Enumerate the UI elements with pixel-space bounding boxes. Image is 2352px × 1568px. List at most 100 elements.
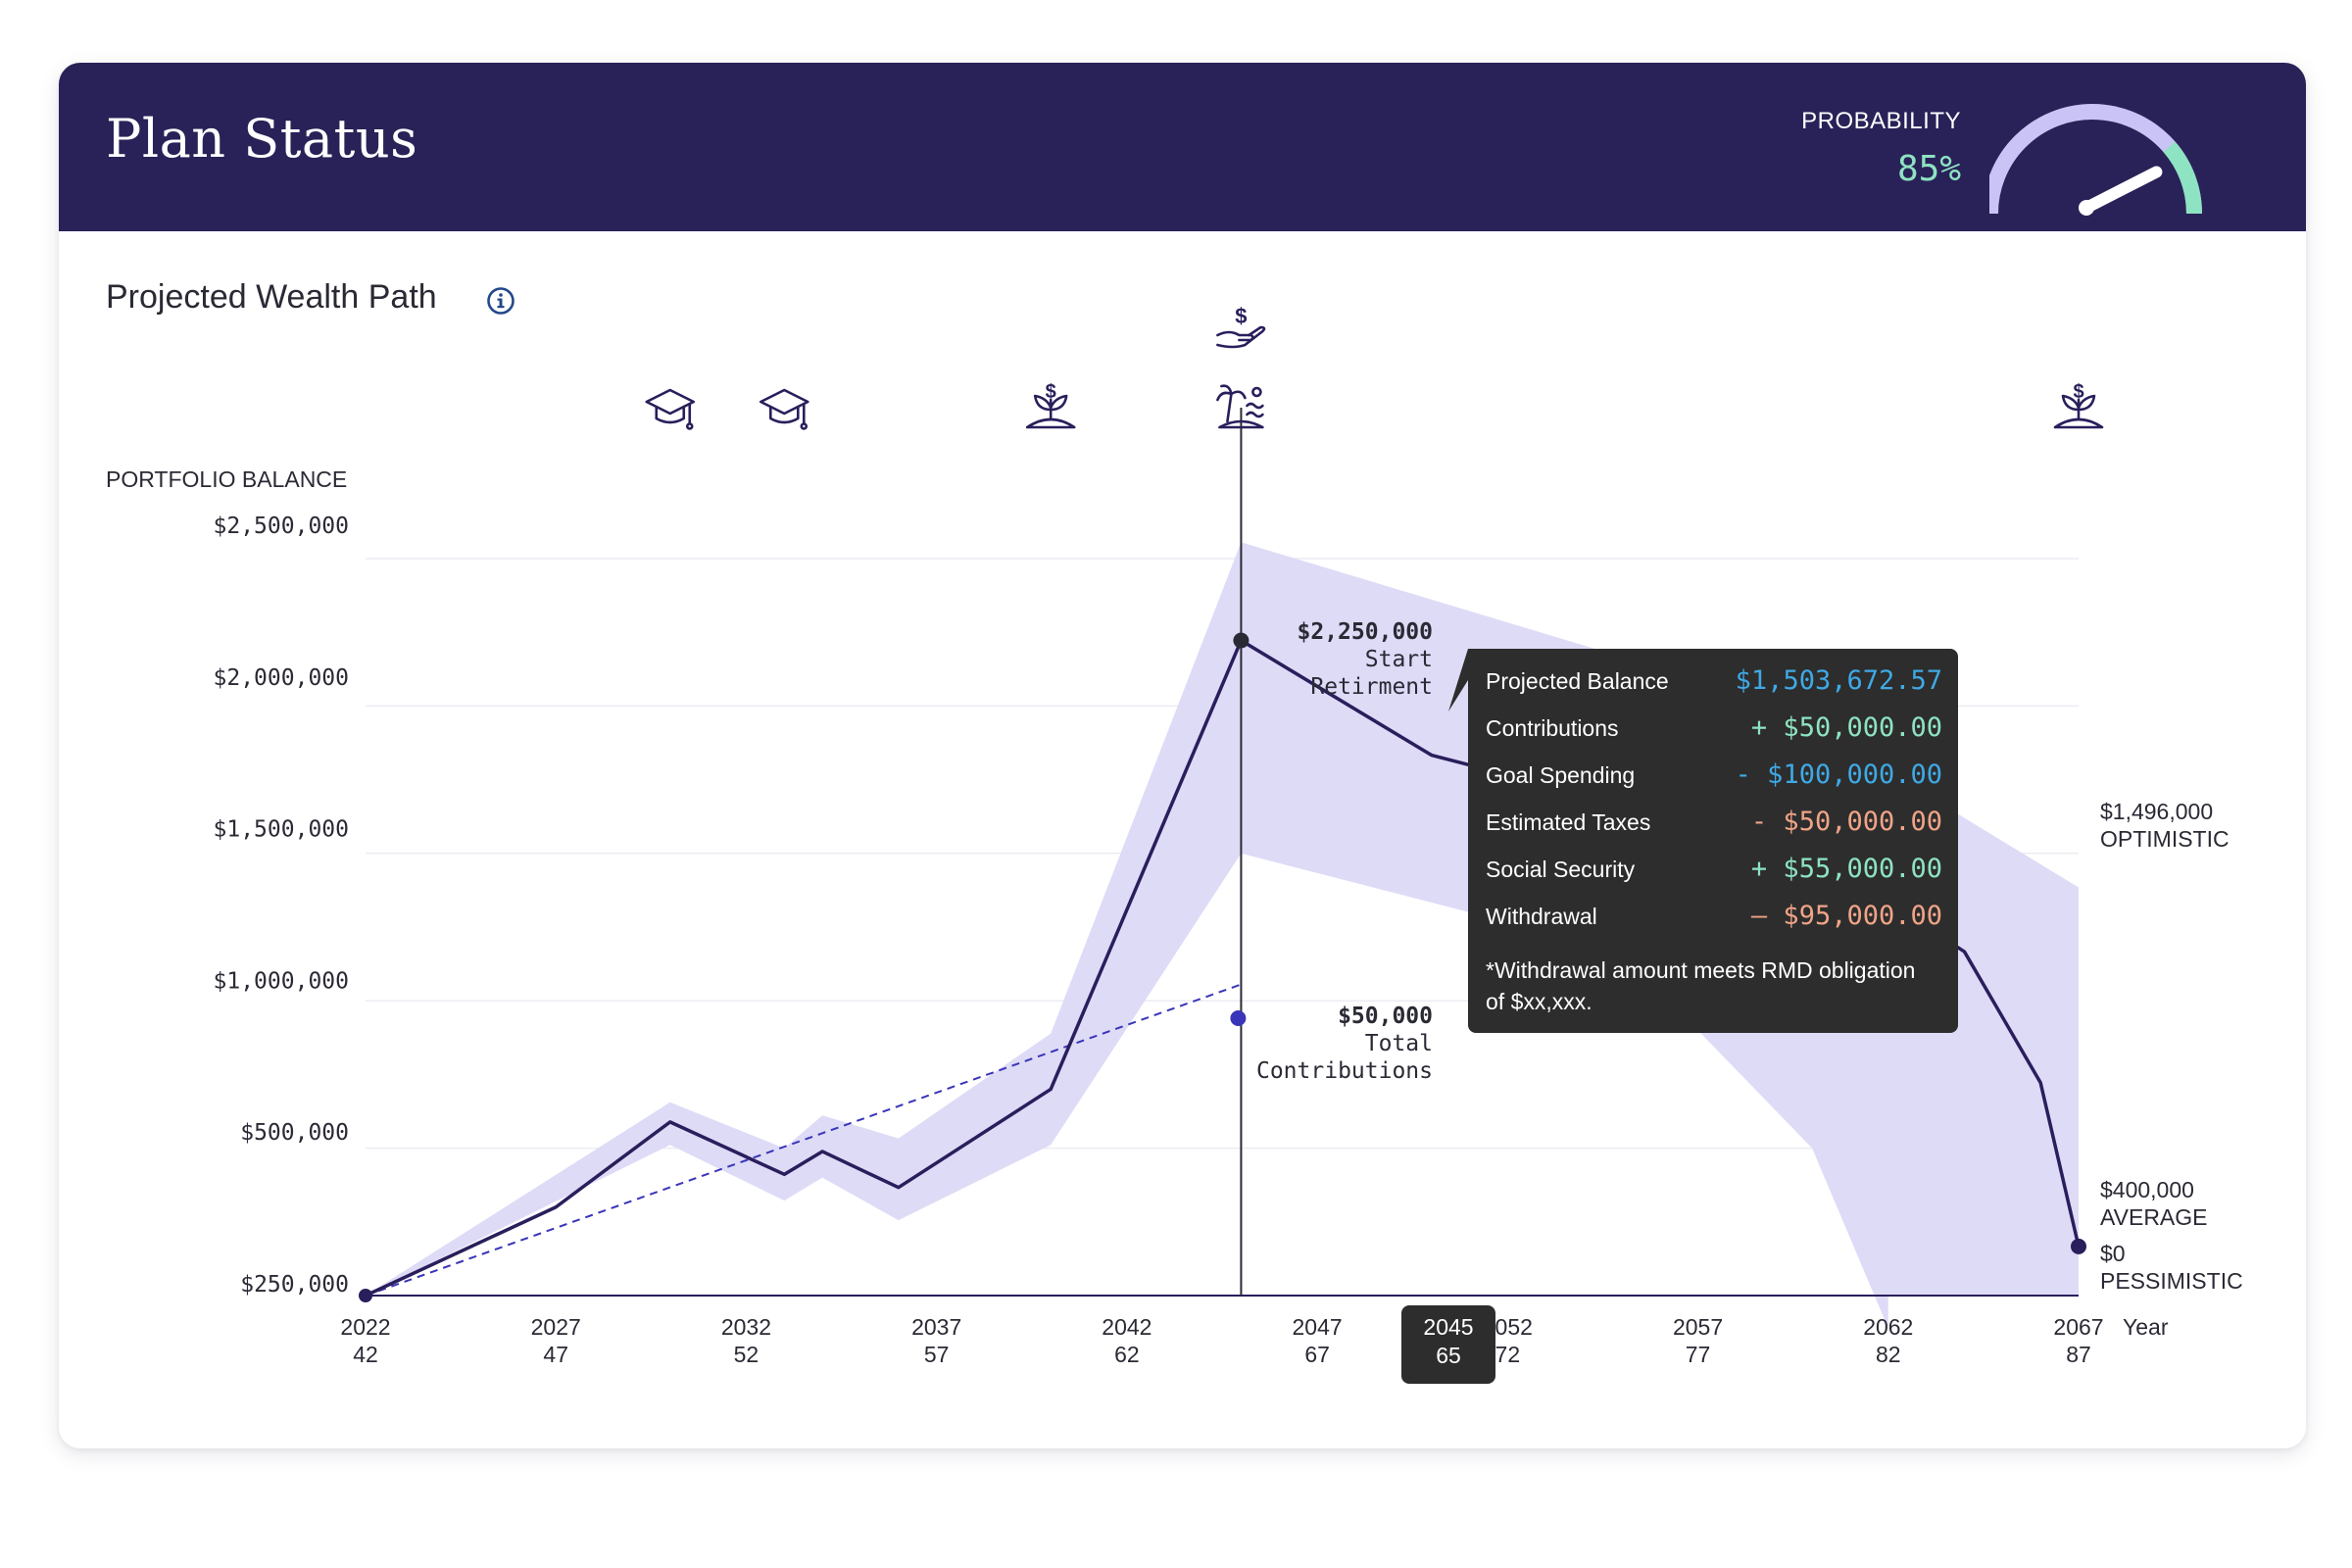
graduation-cap-icon-part bbox=[768, 405, 800, 424]
x-tick-age: 42 bbox=[353, 1342, 378, 1367]
x-tick-year: 2042 bbox=[1102, 1314, 1152, 1340]
cursor-year: 2045 bbox=[1423, 1314, 1473, 1340]
tooltip-row-value: - $50,000.00 bbox=[1751, 807, 1942, 837]
annotation-label: Start bbox=[1365, 647, 1433, 672]
x-tick-year: 2022 bbox=[340, 1314, 390, 1340]
money-plant-icon-part bbox=[2061, 394, 2081, 412]
end-label-name: OPTIMISTIC bbox=[2100, 826, 2230, 852]
end-label-name: AVERAGE bbox=[2100, 1204, 2208, 1230]
y-tick-label: $500,000 bbox=[240, 1120, 349, 1146]
graduation-cap-icon-part bbox=[759, 388, 809, 416]
tooltip-note: of $xx,xxx. bbox=[1486, 989, 1592, 1014]
hand-dollar-icon-part bbox=[1216, 330, 1254, 342]
money-plant-icon: $ bbox=[2053, 381, 2104, 429]
graduation-cap-icon-part bbox=[800, 422, 808, 430]
y-tick-label: $2,500,000 bbox=[214, 514, 349, 539]
x-tick-year: 2037 bbox=[911, 1314, 961, 1340]
x-tick-age: 72 bbox=[1495, 1342, 1521, 1367]
x-tick-year: 2027 bbox=[531, 1314, 581, 1340]
chart-section-title: Projected Wealth Path bbox=[106, 278, 437, 316]
graduation-cap-icon bbox=[759, 388, 809, 430]
x-tick-age: 52 bbox=[734, 1342, 760, 1367]
tooltip-row-value: + $55,000.00 bbox=[1751, 854, 1942, 884]
dollar-sign: $ bbox=[1046, 381, 1056, 403]
money-plant-icon-part bbox=[1049, 394, 1068, 412]
contributions-line bbox=[365, 983, 1242, 1297]
y-tick-label: $2,000,000 bbox=[214, 665, 349, 691]
tooltip-row-value: – $95,000.00 bbox=[1751, 901, 1942, 931]
x-tick-year: 2067 bbox=[2053, 1314, 2103, 1340]
dollar-sign: $ bbox=[2073, 381, 2083, 403]
probability-gauge bbox=[1989, 104, 2202, 216]
tooltip-row-label: Estimated Taxes bbox=[1486, 809, 1650, 835]
end-label-name: PESSIMISTIC bbox=[2100, 1268, 2243, 1294]
y-axis-label: PORTFOLIO BALANCE bbox=[106, 466, 347, 492]
graduation-cap-icon-part bbox=[685, 422, 694, 430]
tooltip-row-label: Social Security bbox=[1486, 857, 1636, 882]
graduation-cap-icon-part bbox=[645, 388, 696, 416]
x-tick-age: 67 bbox=[1304, 1342, 1330, 1367]
x-tick-year: 2057 bbox=[1673, 1314, 1723, 1340]
probability-label: PROBABILITY bbox=[1801, 108, 1961, 134]
x-tick-year: 2047 bbox=[1293, 1314, 1343, 1340]
start-point bbox=[359, 1289, 372, 1302]
hand-dollar-icon: $ bbox=[1216, 304, 1266, 349]
header-bar: Plan Status PROBABILITY 85% bbox=[59, 63, 2306, 231]
beach-retirement-icon-part bbox=[1216, 391, 1233, 402]
cursor-age: 65 bbox=[1436, 1343, 1461, 1368]
annotation-label: Total bbox=[1365, 1031, 1433, 1056]
x-tick-age: 62 bbox=[1114, 1342, 1140, 1367]
x-tick-year: 2032 bbox=[721, 1314, 771, 1340]
beach-retirement-icon-part bbox=[1251, 386, 1262, 398]
tooltip-box bbox=[1468, 649, 1958, 1033]
graduation-cap-icon bbox=[645, 388, 696, 430]
retirement-point bbox=[1233, 632, 1250, 649]
x-tick-age: 87 bbox=[2066, 1342, 2091, 1367]
x-axis-label: Year bbox=[2123, 1314, 2169, 1340]
y-tick-label: $1,000,000 bbox=[214, 968, 349, 994]
beach-retirement-icon-part bbox=[1246, 411, 1264, 418]
money-plant-icon-part bbox=[2053, 417, 2104, 429]
hand-dollar-icon-part bbox=[1216, 325, 1266, 349]
dollar-sign: $ bbox=[1235, 304, 1247, 328]
end-point bbox=[2071, 1238, 2086, 1254]
beach-retirement-icon-part bbox=[1246, 402, 1264, 410]
beach-retirement-icon bbox=[1216, 384, 1264, 429]
annotation-value: $50,000 bbox=[1338, 1004, 1433, 1029]
tooltip-row-value: - $100,000.00 bbox=[1736, 760, 1942, 790]
probability-value: 85% bbox=[1896, 149, 1961, 189]
tooltip-note: *Withdrawal amount meets RMD obligation bbox=[1486, 957, 1915, 983]
gauge-hub bbox=[2079, 200, 2094, 216]
tooltip-row-label: Contributions bbox=[1486, 715, 1619, 741]
x-tick-age: 47 bbox=[543, 1342, 568, 1367]
x-tick-age: 57 bbox=[924, 1342, 950, 1367]
info-icon[interactable] bbox=[486, 286, 515, 316]
x-tick-year: 2062 bbox=[1863, 1314, 1913, 1340]
beach-retirement-icon-part bbox=[1220, 384, 1233, 396]
gauge-accent bbox=[2163, 141, 2202, 215]
graduation-cap-icon-part bbox=[655, 405, 686, 424]
annotation-value: $2,250,000 bbox=[1298, 619, 1433, 645]
tooltip-row-value: $1,503,672.57 bbox=[1736, 665, 1942, 696]
annotation-label: Contributions bbox=[1256, 1058, 1433, 1084]
wealth-path-chart: PORTFOLIO BALANCE $2,500,000 $2,000,000 $1,… bbox=[106, 304, 2243, 1384]
money-plant-icon-part bbox=[1033, 394, 1053, 412]
end-label-value: $1,496,000 bbox=[2100, 799, 2213, 824]
money-plant-icon-part bbox=[1025, 417, 1076, 429]
end-label-value: $400,000 bbox=[2100, 1177, 2194, 1202]
annotation-label: Retirment bbox=[1310, 674, 1433, 700]
x-tick-age: 82 bbox=[1876, 1342, 1901, 1367]
cursor-badge bbox=[1401, 1305, 1495, 1384]
beach-retirement-icon-part bbox=[1226, 392, 1233, 423]
page-title: Plan Status bbox=[106, 108, 418, 170]
money-plant-icon: $ bbox=[1025, 381, 1076, 429]
contribution-point bbox=[1230, 1010, 1247, 1026]
beach-retirement-icon-part bbox=[1218, 419, 1264, 429]
x-tick-age: 77 bbox=[1686, 1342, 1711, 1367]
tooltip-row-label: Withdrawal bbox=[1486, 904, 1597, 929]
y-tick-label: $1,500,000 bbox=[214, 817, 349, 843]
tooltip-row-label: Goal Spending bbox=[1486, 762, 1635, 788]
beach-retirement-icon-part bbox=[1230, 390, 1247, 400]
money-plant-icon-part bbox=[2077, 394, 2096, 412]
y-tick-label: $250,000 bbox=[240, 1272, 349, 1298]
